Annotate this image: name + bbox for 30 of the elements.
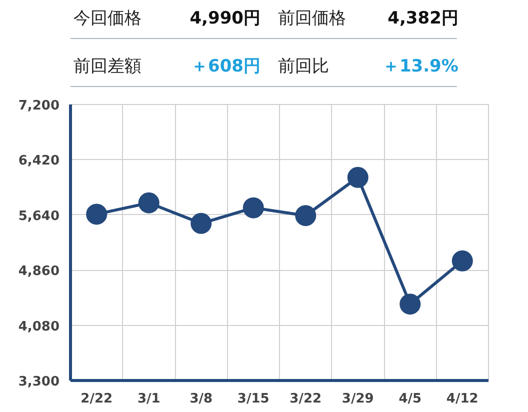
y-tick-label: 5,640: [18, 208, 60, 224]
point: [242, 197, 264, 218]
text: 4,382円: [388, 8, 458, 28]
y-tick-label: 3,300: [18, 374, 60, 390]
text: 今回価格: [74, 8, 142, 28]
x-tick-label: 3/22: [290, 392, 322, 406]
point: [452, 250, 473, 272]
x-tick-label: 3/8: [190, 392, 213, 406]
text: 前回価格: [278, 8, 346, 28]
x-tick-label: 4/12: [446, 392, 478, 406]
text: 4,990円: [190, 8, 261, 28]
x-tick-label: 4/5: [398, 392, 422, 406]
point: [295, 205, 316, 226]
y-tick-label: 4,860: [18, 264, 60, 280]
text: ＋13.9%: [382, 56, 458, 76]
text: ＋608円: [191, 56, 261, 76]
x-tick-label: 3/15: [237, 392, 270, 406]
x-tick-label: 3/1: [137, 392, 160, 406]
point: [86, 204, 108, 225]
y-tick-label: 4,080: [18, 319, 60, 334]
text: 前回比: [278, 56, 329, 76]
y-tick-label: 6,420: [18, 154, 60, 169]
y-tick-label: 7,200: [18, 98, 60, 114]
point: [400, 294, 421, 315]
x-tick-label: 2/22: [80, 392, 113, 406]
text: 前回差額: [74, 56, 142, 76]
point: [347, 166, 368, 188]
point: [138, 192, 160, 214]
point: [190, 212, 212, 234]
x-tick-label: 3/29: [342, 392, 374, 406]
